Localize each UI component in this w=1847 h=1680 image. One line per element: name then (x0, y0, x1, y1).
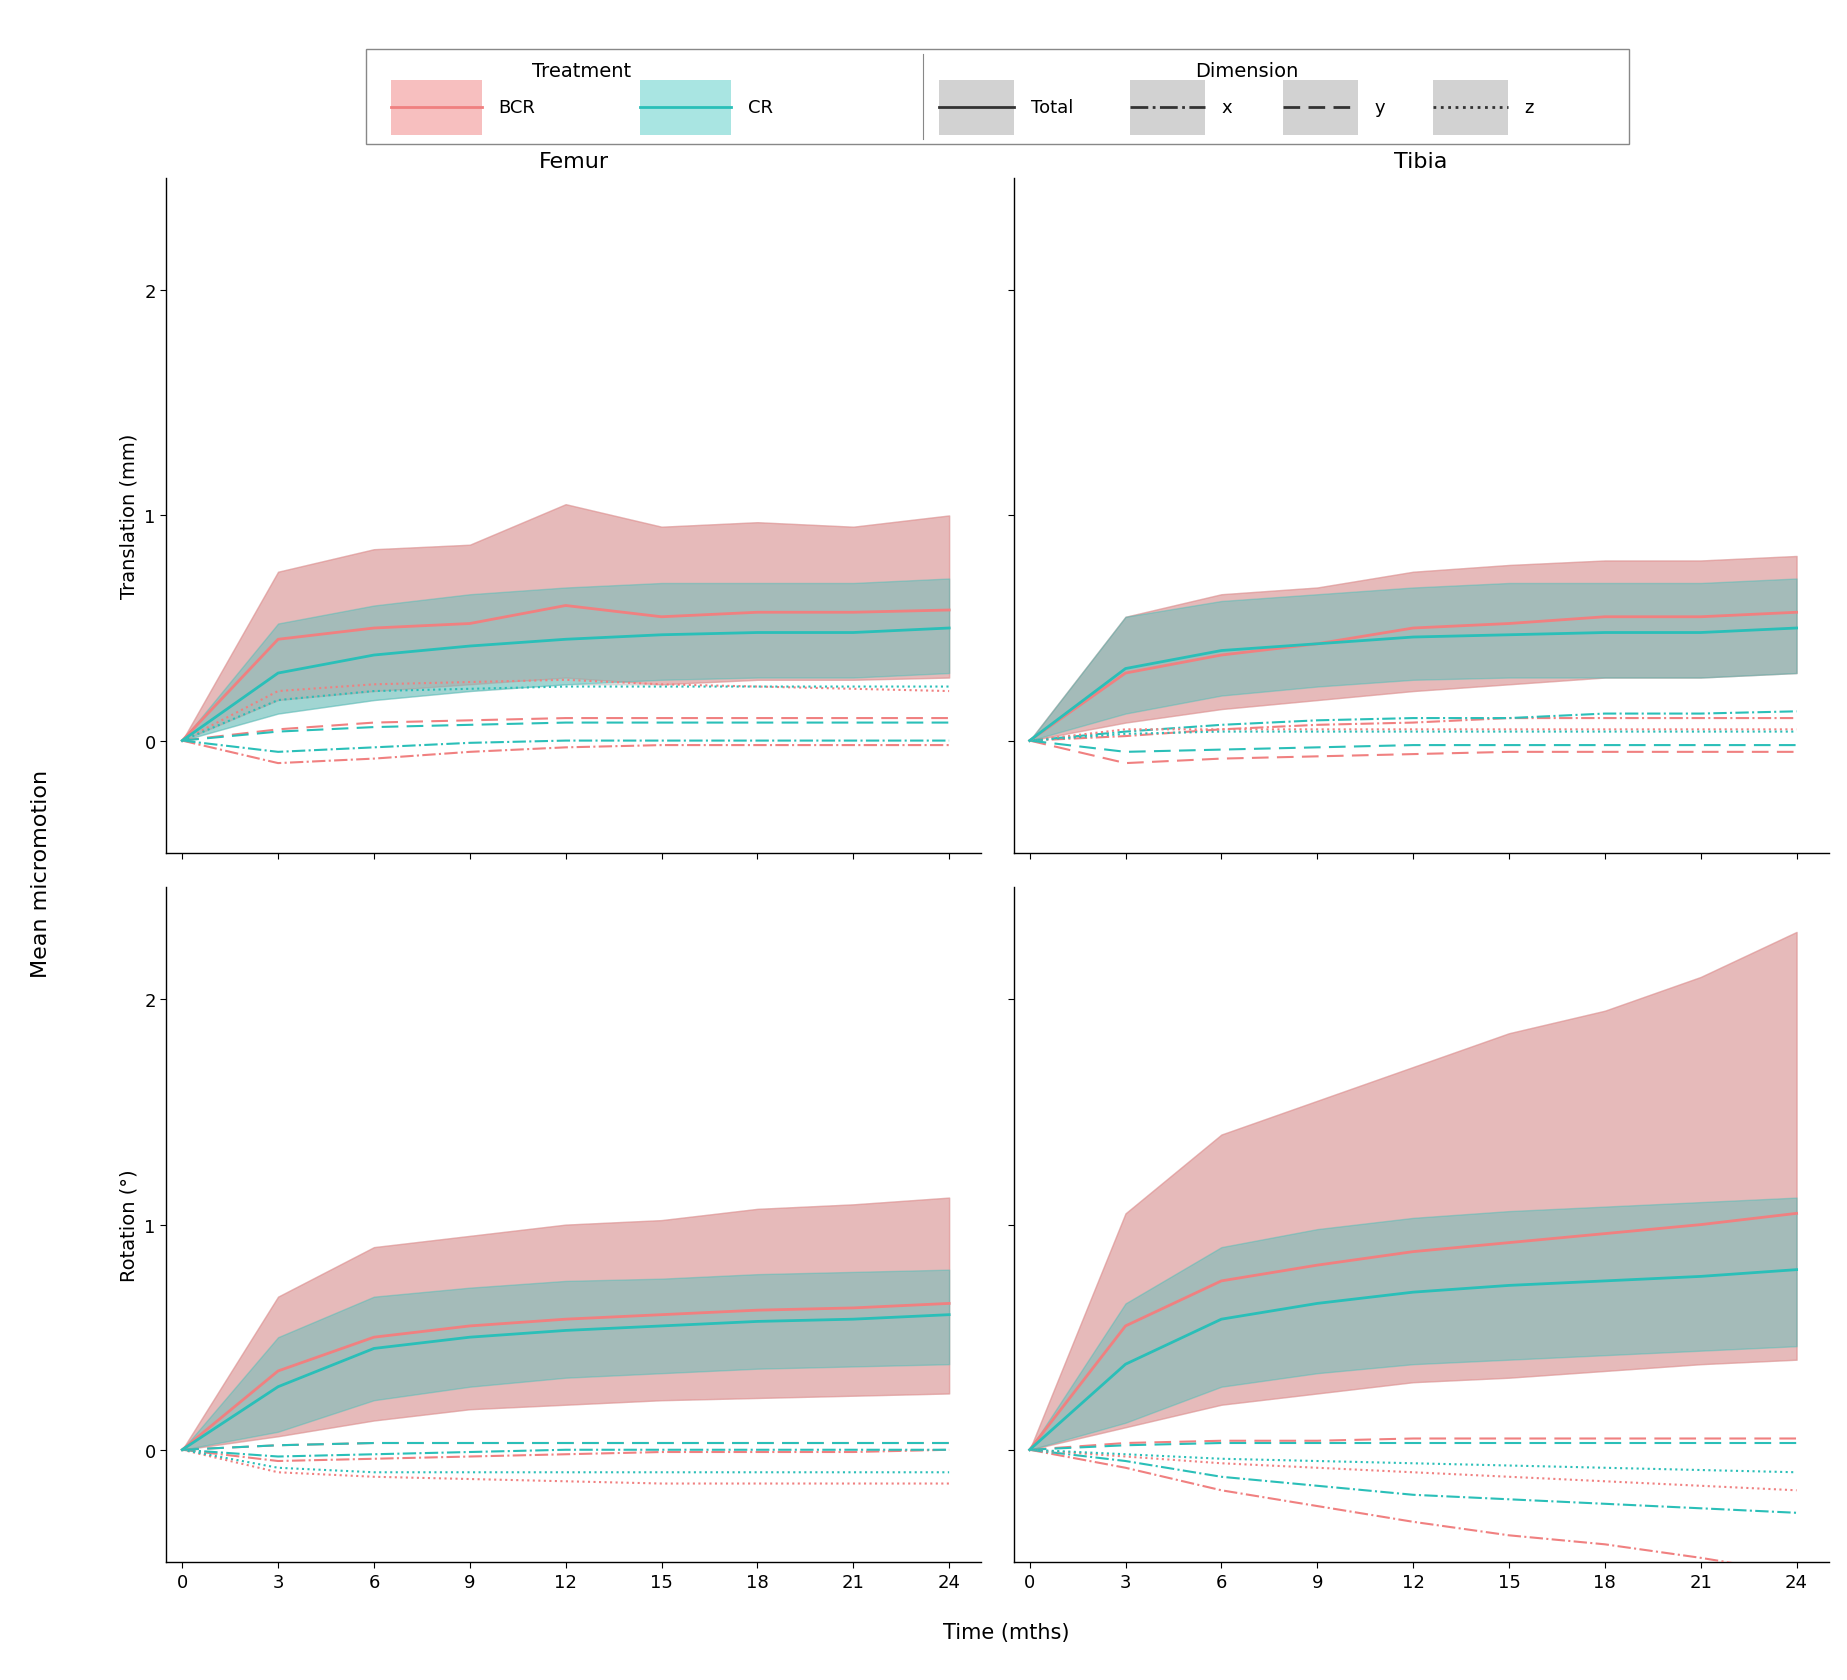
Text: y: y (1374, 99, 1385, 118)
Text: Mean micromotion: Mean micromotion (31, 769, 50, 978)
Bar (392, 81, 482, 136)
Bar (938, 81, 1014, 136)
Text: CR: CR (748, 99, 774, 118)
Bar (1433, 81, 1507, 136)
Text: x: x (1223, 99, 1232, 118)
Text: Treatment: Treatment (532, 62, 632, 81)
Text: Time (mths): Time (mths) (944, 1621, 1069, 1641)
Title: Tibia: Tibia (1394, 151, 1448, 171)
Y-axis label: Translation (mm): Translation (mm) (120, 433, 139, 598)
Text: Total: Total (1031, 99, 1073, 118)
Bar (1284, 81, 1358, 136)
Text: z: z (1524, 99, 1533, 118)
Bar (639, 81, 731, 136)
Title: Femur: Femur (539, 151, 610, 171)
Text: BCR: BCR (499, 99, 536, 118)
Y-axis label: Rotation (°): Rotation (°) (120, 1169, 139, 1282)
Text: Dimension: Dimension (1195, 62, 1298, 81)
Bar (1130, 81, 1204, 136)
